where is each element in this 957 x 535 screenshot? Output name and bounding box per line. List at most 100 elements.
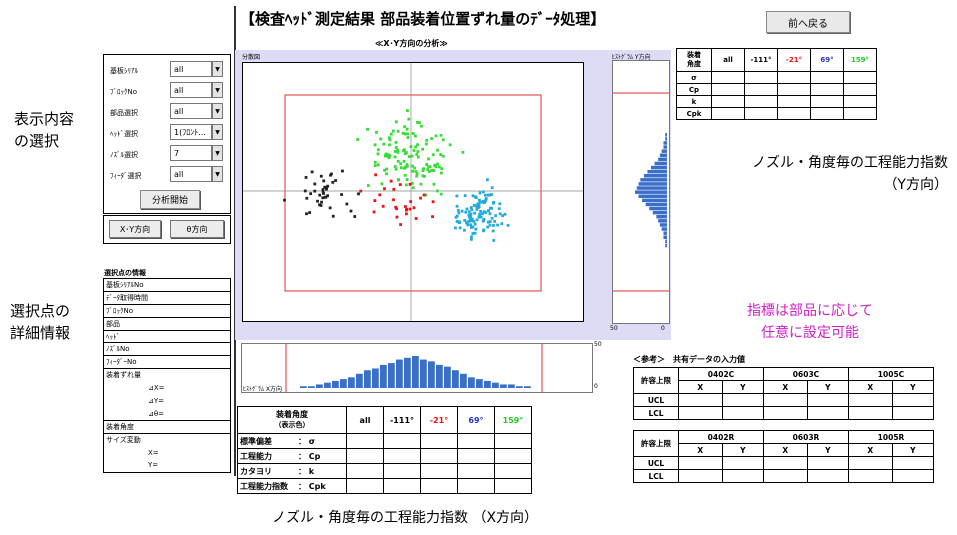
chevron-down-icon[interactable]: ▼ <box>212 82 223 98</box>
hist-bar <box>665 137 667 141</box>
data-point <box>493 219 497 223</box>
data-point <box>482 229 485 233</box>
data-point <box>405 178 409 181</box>
data-point <box>435 189 439 193</box>
chevron-down-icon[interactable]: ▼ <box>212 166 223 182</box>
data-point <box>324 195 328 199</box>
select-value[interactable]: all <box>170 61 212 77</box>
data-point <box>468 219 472 223</box>
select-value[interactable]: all <box>170 82 212 98</box>
data-point <box>430 137 434 140</box>
data-point <box>409 145 413 149</box>
data-point <box>472 220 476 223</box>
data-point <box>328 206 332 210</box>
data-point <box>501 214 505 218</box>
data-point <box>375 131 378 134</box>
annotation-line: 詳細情報 <box>10 324 71 342</box>
select-nozzle[interactable]: ﾉｽﾞﾙ選択 7 ▼ <box>108 145 226 163</box>
annotation-line: の選択 <box>14 132 60 150</box>
data-point <box>455 220 459 223</box>
select-value[interactable]: all <box>170 166 212 182</box>
select-board-serial[interactable]: 基板ｼﾘｱﾙ all ▼ <box>108 61 226 79</box>
data-point <box>379 137 383 141</box>
data-point <box>490 193 493 196</box>
data-point <box>398 183 402 187</box>
scatter-plot[interactable] <box>242 62 584 322</box>
data-point <box>421 147 425 151</box>
data-point <box>399 162 403 166</box>
data-point <box>387 156 391 160</box>
hist-bar <box>372 368 379 388</box>
data-point <box>402 149 405 153</box>
chevron-down-icon[interactable]: ▼ <box>212 145 223 161</box>
data-point <box>404 183 408 187</box>
ref-axis: X <box>763 443 808 457</box>
x-col-header: -21° <box>420 406 458 434</box>
select-part[interactable]: 部品選択 all ▼ <box>108 103 226 121</box>
ref-axis: Y <box>806 443 850 457</box>
info-label: ﾃﾞｰﾀ取得時間 <box>106 293 148 302</box>
hist-bar <box>516 386 523 388</box>
data-point <box>376 163 380 167</box>
data-point <box>488 223 492 227</box>
select-value[interactable]: 1(ﾌﾛﾝﾄ... <box>170 124 212 140</box>
data-point <box>407 155 411 159</box>
data-point <box>410 182 414 185</box>
hist-bar <box>316 384 323 388</box>
data-point <box>353 215 357 218</box>
select-block-no[interactable]: ﾌﾞﾛｯｸNo all ▼ <box>108 82 226 100</box>
theta-direction-button[interactable]: θ方向 <box>170 220 224 238</box>
data-point <box>494 214 498 218</box>
y-col-header: 装着 角度 <box>676 48 712 72</box>
ref-row-label: UCL <box>633 393 679 407</box>
chevron-down-icon[interactable]: ▼ <box>212 61 223 77</box>
data-point <box>490 186 494 190</box>
data-point <box>458 226 462 230</box>
hist-bar <box>661 227 667 231</box>
data-point <box>385 154 389 158</box>
select-value[interactable]: 7 <box>170 145 212 161</box>
select-head[interactable]: ﾍｯﾄﾞ選択 1(ﾌﾛﾝﾄ... ▼ <box>108 124 226 142</box>
select-feeder[interactable]: ﾌｨｰﾀﾞ選択 all ▼ <box>108 166 226 184</box>
ref-row-label: LCL <box>633 406 679 420</box>
x-row-label: 工程能力 ： Cp <box>237 448 347 464</box>
data-point <box>427 157 431 161</box>
start-analysis-button[interactable]: 分析開始 <box>140 190 200 209</box>
data-point <box>470 235 473 239</box>
data-point <box>305 212 308 216</box>
select-value[interactable]: all <box>170 103 212 119</box>
data-point <box>392 187 396 191</box>
data-point <box>393 150 397 153</box>
ref-axis: X <box>678 443 723 457</box>
info-label: ⊿Y= <box>148 397 165 406</box>
hist-bar <box>640 178 667 182</box>
data-point <box>404 165 407 169</box>
info-label: ﾉｽﾞﾙNo <box>106 345 130 354</box>
hist-bar <box>324 382 331 388</box>
data-point <box>441 138 445 142</box>
data-point <box>478 212 482 216</box>
info-label: Y= <box>148 461 159 470</box>
data-point <box>469 226 473 229</box>
data-point <box>475 208 479 211</box>
back-button[interactable]: 前へ戻る <box>766 11 850 33</box>
hist-bar <box>642 198 667 203</box>
hist-bar <box>647 169 667 174</box>
data-point <box>469 206 473 209</box>
y-col-header: 69° <box>810 48 844 72</box>
data-point <box>323 185 327 189</box>
histy-label: ﾋｽﾄｸﾞﾗﾑ Y方向 <box>612 54 651 61</box>
select-label: ﾉｽﾞﾙ選択 <box>110 151 138 159</box>
data-point <box>401 131 405 135</box>
xy-direction-button[interactable]: X･Y方向 <box>109 220 161 238</box>
hist-bar <box>340 379 347 388</box>
chevron-down-icon[interactable]: ▼ <box>212 124 223 140</box>
data-point <box>498 202 502 206</box>
data-point <box>498 212 502 216</box>
data-point <box>475 205 479 208</box>
hist-bar <box>308 386 315 388</box>
data-point <box>486 220 490 224</box>
data-point <box>428 165 432 169</box>
data-point <box>380 182 384 186</box>
chevron-down-icon[interactable]: ▼ <box>212 103 223 119</box>
